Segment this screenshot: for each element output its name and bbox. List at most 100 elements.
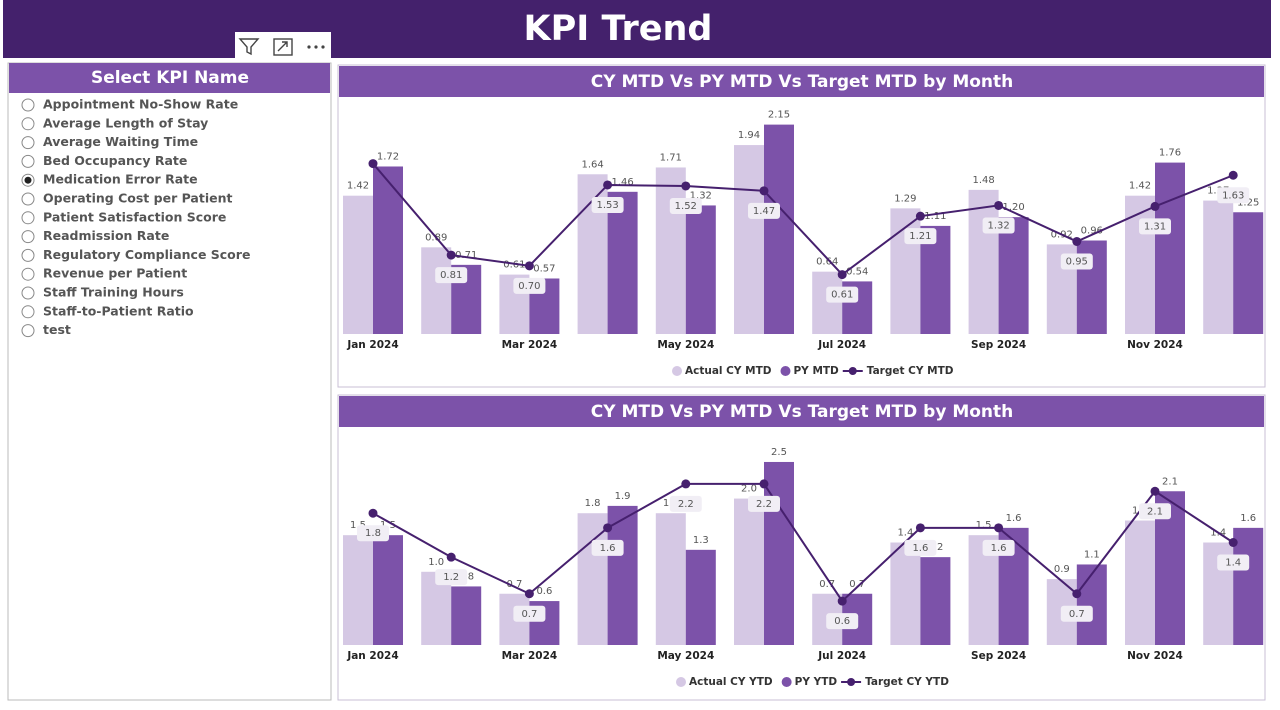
data-label: 1.6 — [1006, 513, 1022, 524]
slicer-item[interactable]: Operating Cost per Patient — [43, 191, 232, 206]
chart: CY MTD Vs PY MTD Vs Target MTD by Month J… — [337, 394, 1266, 701]
bar — [373, 535, 403, 645]
data-label: 1.0 — [428, 557, 444, 568]
radio-button[interactable] — [21, 305, 35, 319]
more-icon[interactable] — [307, 45, 325, 49]
data-label: 1.32 — [987, 220, 1009, 231]
legend-swatch — [676, 677, 686, 687]
slicer-item[interactable]: Bed Occupancy Rate — [43, 153, 187, 168]
data-label-box — [591, 196, 624, 213]
header-bar — [3, 0, 1271, 58]
bar — [1233, 527, 1264, 645]
visual-toolbar — [235, 32, 331, 60]
data-label: 2.0 — [741, 484, 757, 495]
focus-icon[interactable] — [273, 38, 293, 56]
bar — [343, 195, 373, 334]
bar — [1125, 520, 1155, 645]
slicer-item[interactable]: Regulatory Compliance Score — [43, 247, 250, 262]
x-tick-label: Nov 2024 — [1127, 339, 1183, 351]
x-tick-label: Nov 2024 — [1127, 650, 1183, 662]
data-label: 0.7 — [506, 579, 522, 590]
data-label-box — [669, 495, 702, 512]
legend-label: Actual CY YTD — [689, 676, 773, 688]
bar — [734, 145, 764, 334]
data-label: 1.76 — [1159, 148, 1181, 159]
bar — [1125, 195, 1155, 334]
radio-button[interactable] — [21, 230, 35, 244]
line-marker — [368, 508, 378, 518]
data-label: 1.11 — [924, 211, 946, 222]
bar — [373, 166, 403, 334]
radio-button[interactable] — [21, 248, 35, 262]
radio-button[interactable] — [21, 286, 35, 300]
radio-button[interactable] — [21, 211, 35, 225]
bar — [1203, 200, 1234, 334]
bar — [607, 505, 638, 645]
bar — [577, 513, 608, 645]
data-label: 0.7 — [521, 609, 537, 620]
slicer-item[interactable]: Appointment No-Show Rate — [43, 97, 238, 112]
slicer-item[interactable]: Revenue per Patient — [43, 266, 187, 281]
data-label: 0.54 — [846, 266, 868, 277]
slicer-item[interactable]: Readmission Rate — [43, 228, 169, 243]
line-marker — [759, 186, 769, 196]
data-label: 1.8 — [365, 528, 381, 539]
radio-button[interactable] — [21, 136, 35, 150]
bar — [998, 217, 1029, 334]
radio-button[interactable] — [21, 192, 35, 206]
x-tick-label: Jul 2024 — [817, 650, 866, 662]
line-marker — [994, 523, 1004, 533]
slicer-item[interactable]: Staff Training Hours — [43, 285, 184, 300]
data-label: 1.6 — [1240, 513, 1256, 524]
slicer-item[interactable]: Average Length of Stay — [43, 115, 208, 130]
filter-icon[interactable] — [238, 38, 260, 56]
data-label-box — [591, 539, 624, 556]
line-marker — [681, 479, 691, 489]
data-label: 1.71 — [660, 152, 682, 163]
data-label: 1.42 — [1129, 181, 1151, 192]
data-label: 0.7 — [819, 579, 835, 590]
radio-button[interactable] — [21, 267, 35, 281]
bar — [920, 557, 951, 645]
line-marker — [1228, 538, 1238, 547]
legend-swatch — [847, 678, 856, 686]
slicer-panel — [7, 62, 332, 701]
data-label: 1.48 — [972, 175, 994, 186]
legend-label: Target CY MTD — [867, 365, 954, 377]
data-label: 1.1 — [1084, 549, 1100, 560]
data-label: 1.53 — [596, 200, 618, 211]
page-title: KPI Trend — [524, 9, 713, 49]
bar — [734, 498, 764, 645]
legend-swatch — [848, 367, 857, 375]
bar — [890, 542, 921, 645]
legend-swatch — [672, 366, 682, 376]
data-label: 1.8 — [585, 498, 601, 509]
x-tick-label: Mar 2024 — [502, 339, 558, 351]
chart-title-bar — [339, 66, 1264, 97]
slicer-item[interactable]: Average Waiting Time — [43, 134, 198, 149]
data-label: 0.70 — [518, 281, 540, 292]
data-label-box — [435, 267, 468, 284]
radio-button[interactable] — [21, 324, 35, 338]
data-label: 0.61 — [503, 260, 525, 271]
data-label: 1.94 — [738, 130, 760, 141]
slicer-item[interactable]: Patient Satisfaction Score — [43, 209, 226, 224]
radio-button[interactable] — [21, 154, 35, 168]
data-label: 1.6 — [600, 543, 616, 554]
data-label-box — [1060, 605, 1093, 622]
slicer-item[interactable]: Staff-to-Patient Ratio — [43, 303, 194, 318]
data-label-box — [748, 202, 780, 219]
radio-button[interactable] — [21, 117, 35, 131]
bar — [655, 513, 686, 645]
data-label: 1.6 — [991, 543, 1007, 554]
line-marker — [1072, 589, 1082, 599]
data-label: 2.1 — [1147, 506, 1163, 517]
radio-button[interactable] — [21, 98, 35, 112]
slicer-item[interactable]: test — [43, 322, 71, 337]
slicer-item[interactable]: Medication Error Rate — [43, 172, 198, 187]
line-marker — [837, 596, 847, 606]
x-tick-label: Jan 2024 — [346, 339, 398, 351]
legend-swatch — [780, 366, 791, 376]
data-label: 1.25 — [1237, 197, 1259, 208]
data-label: 1.4 — [1225, 558, 1241, 569]
